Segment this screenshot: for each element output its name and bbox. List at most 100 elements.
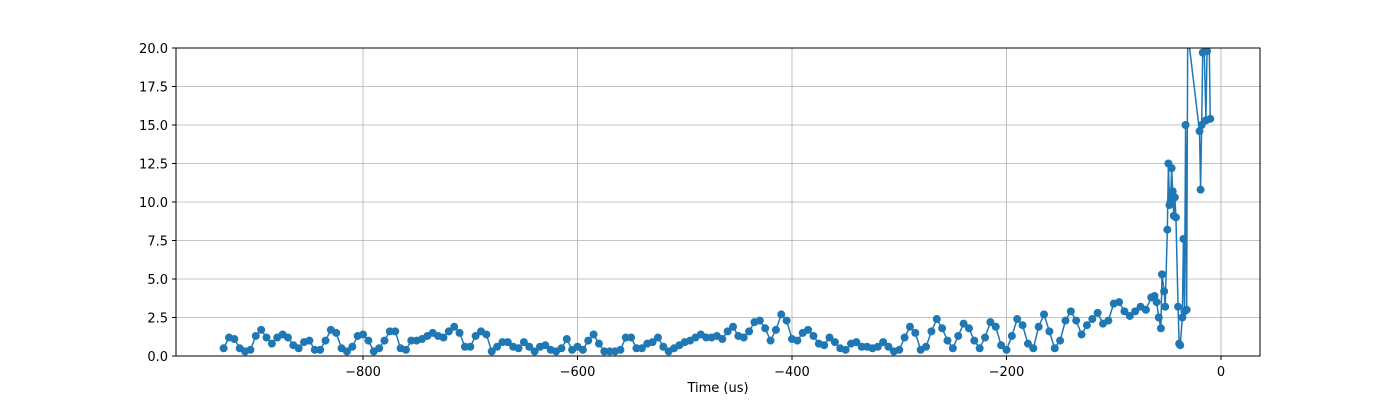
data-point (1167, 164, 1176, 173)
data-point (348, 342, 357, 351)
data-point (932, 315, 941, 324)
data-point (809, 331, 818, 340)
data-point (879, 338, 888, 347)
data-point (482, 330, 491, 339)
data-point (627, 333, 636, 342)
data-point (718, 335, 727, 344)
data-point (1176, 341, 1185, 350)
data-point (1034, 322, 1043, 331)
data-point (251, 331, 260, 340)
data-point (219, 344, 228, 353)
data-point (493, 342, 502, 351)
data-point (359, 330, 368, 339)
data-point (455, 328, 464, 337)
data-point (927, 327, 936, 336)
data-point (761, 324, 770, 333)
data-point (342, 347, 351, 356)
data-point (1150, 291, 1159, 300)
data-point (820, 341, 829, 350)
data-point (970, 336, 979, 345)
data-point (911, 328, 920, 337)
data-point (637, 344, 646, 353)
data-point (519, 338, 528, 347)
data-point (503, 338, 512, 347)
data-point (766, 336, 775, 345)
data-point (514, 344, 523, 353)
data-point (1181, 121, 1190, 129)
data-point (594, 339, 603, 348)
data-point (391, 327, 400, 336)
data-point (294, 344, 303, 353)
data-point (975, 344, 984, 353)
data-point (439, 333, 448, 342)
x-tick-label: 0 (1217, 365, 1225, 380)
data-point (471, 331, 480, 340)
data-point (1196, 185, 1205, 194)
data-point (257, 325, 266, 334)
data-point (1018, 321, 1027, 330)
data-point (1205, 36, 1213, 44)
data-point (1206, 114, 1215, 123)
data-point (1182, 305, 1191, 314)
data-point (884, 342, 893, 351)
data-point (653, 333, 662, 342)
data-point (905, 322, 914, 331)
data-point (557, 344, 566, 353)
data-point (1002, 345, 1011, 354)
data-point (771, 325, 780, 334)
data-point (873, 342, 882, 351)
data-point (755, 316, 764, 325)
data-point (487, 347, 496, 356)
data-point (1045, 327, 1054, 336)
data-point (943, 336, 952, 345)
y-tick-label: 17.5 (139, 81, 168, 96)
x-tick-label: −200 (989, 365, 1025, 380)
data-point (804, 325, 813, 334)
series-line (222, 48, 1211, 353)
data-point (283, 333, 292, 342)
data-point (1013, 315, 1022, 324)
y-tick-label: 12.5 (139, 158, 168, 173)
data-point (659, 342, 668, 351)
data-point (1154, 313, 1163, 322)
data-point (782, 316, 791, 325)
data-point (1184, 29, 1192, 37)
y-tick-label: 0.0 (147, 350, 168, 365)
data-point (316, 345, 325, 354)
data-point (450, 322, 459, 331)
data-point (1029, 344, 1038, 353)
data-point (830, 338, 839, 347)
data-point (648, 338, 657, 347)
data-point (584, 336, 593, 345)
data-point (1072, 316, 1081, 325)
data-point (1203, 48, 1212, 56)
data-point (525, 342, 534, 351)
data-point (793, 336, 802, 345)
y-tick-label: 2.5 (147, 312, 168, 327)
data-point (616, 345, 625, 354)
data-point (1161, 302, 1170, 311)
data-point (541, 341, 550, 350)
y-tick-label: 10.0 (139, 196, 168, 211)
data-point (895, 345, 904, 354)
y-tick-label: 7.5 (147, 235, 168, 250)
data-point (1174, 302, 1183, 311)
data-point (723, 327, 732, 336)
data-point (991, 322, 1000, 331)
data-point (1168, 187, 1177, 196)
data-point (745, 327, 754, 336)
data-point (1104, 316, 1113, 325)
data-point (1125, 311, 1134, 320)
data-point (981, 333, 990, 342)
data-point (986, 318, 995, 327)
data-point (739, 333, 748, 342)
data-point (578, 345, 587, 354)
data-point (997, 341, 1006, 350)
data-point (948, 344, 957, 353)
data-point (332, 328, 341, 337)
data-point (1171, 213, 1180, 222)
data-point (1023, 339, 1032, 348)
y-tick-label: 20.0 (139, 42, 168, 57)
data-point (1066, 307, 1075, 316)
